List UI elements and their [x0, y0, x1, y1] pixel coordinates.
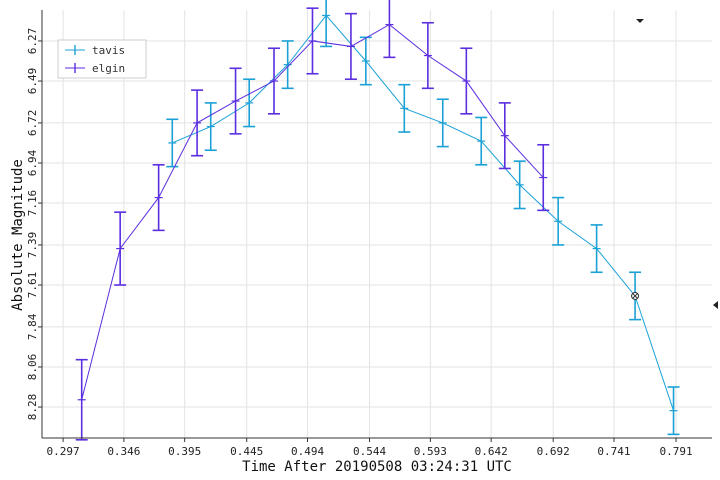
y-tick-label: 6.49 — [26, 68, 39, 95]
legend: tavis elgin — [57, 39, 147, 79]
series-line-tavis — [172, 14, 675, 411]
x-tick-label: 0.642 — [475, 445, 508, 458]
y-tick-label: 8.28 — [26, 394, 39, 421]
y-tick-label: 6.94 — [26, 149, 39, 176]
y-tick-label: 7.84 — [26, 313, 39, 340]
x-tick-label: 0.692 — [537, 445, 570, 458]
y-axis-title: Absolute Magnitude — [10, 159, 26, 311]
legend-label-tavis: tavis — [92, 44, 125, 57]
y-tick-label: 8.06 — [26, 354, 39, 381]
y-tick-label: 7.61 — [26, 272, 39, 299]
y-tick-label: 6.72 — [26, 110, 39, 137]
x-tick-label: 0.445 — [230, 445, 263, 458]
x-tick-label: 0.593 — [414, 445, 447, 458]
marks — [75, 0, 680, 441]
x-tick-label: 0.395 — [168, 445, 201, 458]
y-ticks: 6.27 6.49 6.72 6.94 7.16 7.39 7.61 7.84 8.06 8.28 — [26, 28, 42, 421]
x-tick-label: 0.791 — [659, 445, 692, 458]
x-axis-title: Time After 20190508 03:24:31 UTC — [242, 459, 512, 475]
grid — [42, 10, 712, 438]
legend-label-elgin: elgin — [92, 62, 125, 75]
x-tick-label: 0.741 — [597, 445, 630, 458]
scroll-caret-icon[interactable] — [713, 301, 718, 309]
x-tick-label: 0.297 — [47, 445, 80, 458]
x-tick-label: 0.346 — [107, 445, 140, 458]
y-tick-label: 7.39 — [26, 232, 39, 259]
x-tick-label: 0.544 — [353, 445, 386, 458]
menu-caret-icon[interactable] — [636, 19, 644, 23]
y-tick-label: 7.16 — [26, 190, 39, 217]
y-tick-label: 6.27 — [26, 28, 39, 55]
x-ticks: 0.297 0.346 0.395 0.445 0.494 0.544 0.593 0.642… — [47, 438, 693, 458]
x-tick-label: 0.494 — [291, 445, 324, 458]
legend-box — [57, 39, 147, 79]
hover-marker-cross — [632, 293, 638, 299]
